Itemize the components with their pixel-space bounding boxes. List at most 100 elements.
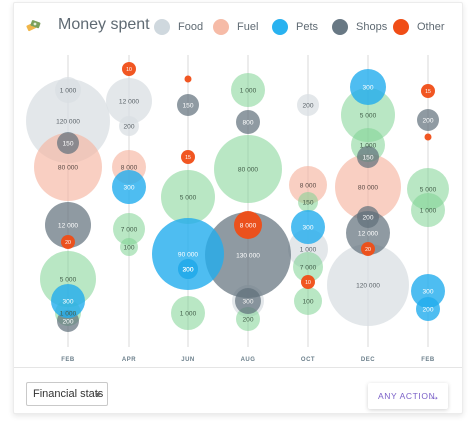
any-action-label: ANY ACTION [378,391,436,401]
stats-select-value: Financial stats [33,388,104,400]
bubble-value-label: 5 000 [420,186,437,193]
bubble-value-label: 200 [182,266,193,273]
bubble-green[interactable] [113,213,145,245]
legend-label-other: Other [417,21,445,33]
bubble-shops[interactable] [177,94,199,116]
legend-item-food[interactable]: Food [154,18,203,36]
bubble-pets[interactable] [178,259,198,279]
x-tick-label: APR [122,357,136,363]
bubble-pets[interactable] [51,284,85,318]
bubble-other[interactable] [361,242,375,256]
bubble-green[interactable] [231,73,265,107]
bubble-green[interactable] [293,252,323,282]
bubble-value-label: 800 [242,119,253,126]
x-tick-label: FEB [421,357,435,363]
bubble-green[interactable] [298,192,318,212]
bubble-value-label: 8 000 [240,222,257,229]
bubble-other[interactable] [122,62,136,76]
bubble-food[interactable] [106,78,152,124]
bubble-pets[interactable] [152,218,224,290]
bubble-food[interactable] [119,116,139,136]
bubble-value-label: 12 000 [58,222,79,229]
bubble-value-label: 300 [362,84,373,91]
legend-label-food: Food [178,21,204,33]
bubble-plot: FEB APR JUN AUG OCT DEC FEB 1 000 120 000 12 000 2… [26,55,449,363]
bubble-shops[interactable] [57,132,79,154]
bubble-shops[interactable] [417,109,439,131]
bubble-green[interactable] [236,307,260,331]
bubble-pets[interactable] [350,69,386,105]
legend-dot-fuel [213,19,229,35]
x-tick-label: AUG [241,357,256,363]
bubble-other[interactable] [301,275,315,289]
bubble-value-label: 8 000 [300,182,317,189]
bubble-value-label: 80 000 [358,184,379,191]
bubble-food[interactable] [327,244,409,326]
bubble-value-label: 7 000 [121,226,138,233]
bubble-value-label: 130 000 [236,252,260,259]
bubble-other[interactable] [234,211,262,239]
bubble-value-label: 150 [362,154,373,161]
bubble-green[interactable] [294,287,322,315]
bubble-value-label: 1 000 [420,207,437,214]
legend-label-fuel: Fuel [237,21,259,33]
bubble-other[interactable] [181,150,195,164]
bubble-other[interactable] [61,235,75,249]
bubble-value-label: 8 000 [121,164,138,171]
bubble-pets[interactable] [416,297,440,321]
bubble-value-label: 12 000 [119,98,140,105]
legend-dot-pets [272,19,288,35]
bubble-fuel[interactable] [335,154,401,220]
bubble-other[interactable] [184,75,192,83]
bubble-other[interactable] [424,133,432,141]
bubble-food[interactable] [297,94,319,116]
bubble-value-label: 150 [62,140,73,147]
money-icon [26,20,41,32]
legend-item-shops[interactable]: Shops [332,18,387,36]
bubble-value-label: 1 000 [180,310,197,317]
bubble-value-label: 90 000 [178,251,199,258]
bubble-value-label: 300 [123,184,134,191]
bubble-shops[interactable] [346,211,390,255]
bubble-pets[interactable] [112,170,146,204]
bubble-value-label: 1 000 [360,142,377,149]
bubble-green[interactable] [341,88,395,142]
bubble-fuel[interactable] [34,133,102,201]
bubble-green[interactable] [120,238,138,256]
chart-title: Money spent [58,16,150,33]
bubble-green[interactable] [411,193,445,227]
legend-dot-food [154,19,170,35]
bubble-pets[interactable] [291,210,325,244]
arrow-right-icon: → [428,389,440,403]
bubble-shops[interactable] [45,202,91,248]
bubble-shops[interactable] [205,212,291,298]
bubble-value-label: 5 000 [360,112,377,119]
bubble-value-label: 300 [62,298,73,305]
bubble-value-label: 15 [425,89,431,95]
bubble-pets[interactable] [411,274,445,308]
bubble-shops[interactable] [357,146,379,168]
legend-item-fuel[interactable]: Fuel [213,18,258,36]
stats-select[interactable]: Financial stats [26,382,108,406]
bubble-value-label: 150 [182,102,193,109]
bubble-value-label: 200 [123,123,134,130]
bubble-shops[interactable] [236,110,260,134]
bubble-value-label: 10 [305,280,311,286]
bubble-green[interactable] [171,296,205,330]
bubble-value-label: 80 000 [58,164,79,171]
bubble-value-label: 150 [302,199,313,206]
bubble-value-label: 200 [62,318,73,325]
legend-item-other[interactable]: Other [393,18,445,36]
legend-item-pets[interactable]: Pets [272,18,318,36]
bubble-value-label: 120 000 [56,118,80,125]
bubble-green[interactable] [214,135,282,203]
bubble-green[interactable] [161,170,215,224]
bubble-shops[interactable] [235,288,261,314]
bubble-other[interactable] [421,84,435,98]
bubble-fuel[interactable] [289,166,327,204]
any-action-button[interactable]: ANY ACTION → [368,383,448,409]
bubble-value-label: 200 [302,102,313,109]
bubble-value-label: 20 [365,247,371,253]
bubble-value-label: 1 000 [300,246,317,253]
bubble-value-label: 12 000 [358,230,379,237]
